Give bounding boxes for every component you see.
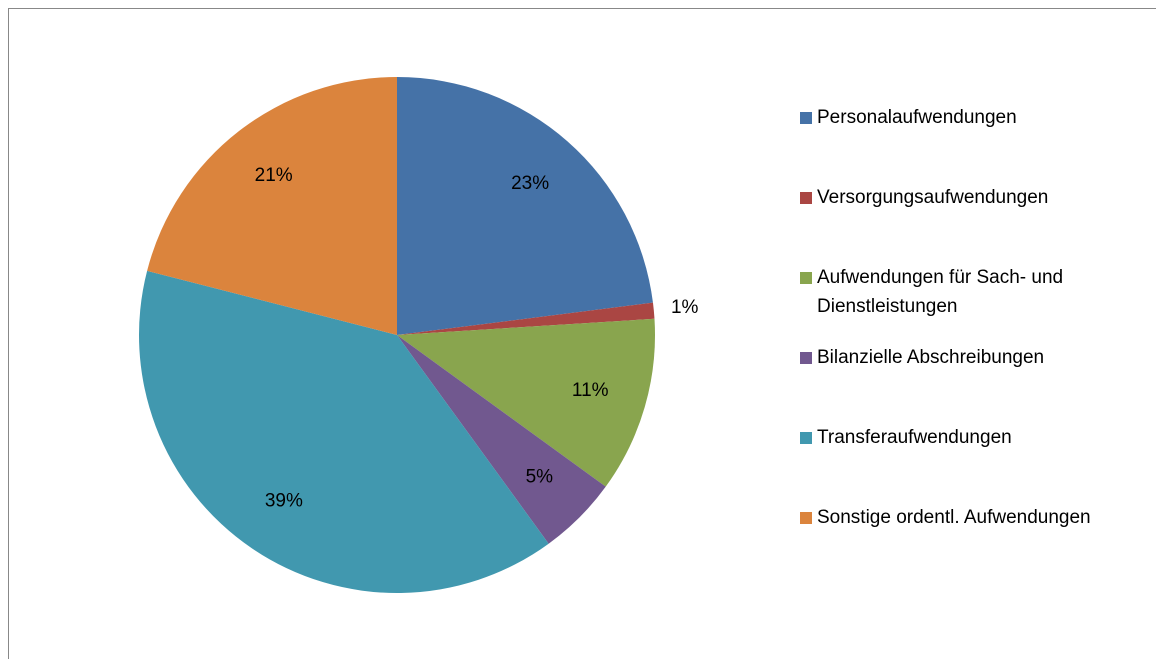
data-label: 5%: [526, 466, 554, 487]
legend-item: Aufwendungen für Sach- und Dienstleistun…: [800, 263, 1140, 321]
legend-label: Sonstige ordentl. Aufwendungen: [817, 507, 1091, 528]
legend-label: Versorgungsaufwendungen: [817, 187, 1049, 208]
data-label: 11%: [572, 380, 609, 401]
data-label: 1%: [671, 297, 699, 318]
legend-swatch: [800, 352, 812, 364]
legend-label: Personalaufwendungen: [817, 107, 1017, 128]
legend-swatch: [800, 432, 812, 444]
legend-swatch: [800, 192, 812, 204]
legend-label: Transferaufwendungen: [817, 427, 1012, 448]
legend-label: Aufwendungen für Sach- und Dienstleistun…: [817, 267, 1064, 317]
legend-item: Versorgungsaufwendungen: [800, 183, 1140, 212]
data-label: 39%: [265, 490, 303, 511]
legend-label: Bilanzielle Abschreibungen: [817, 347, 1045, 368]
legend-item: Personalaufwendungen: [800, 103, 1140, 132]
pie-slice: [147, 77, 397, 335]
legend-item: Bilanzielle Abschreibungen: [800, 343, 1140, 372]
pie-slice: [397, 302, 655, 335]
legend-swatch: [800, 272, 812, 284]
pie-slice: [397, 77, 653, 335]
pie-slice: [397, 335, 606, 544]
legend-swatch: [800, 512, 812, 524]
chart-frame: [8, 8, 1156, 659]
data-label: 21%: [255, 165, 293, 186]
legend-swatch: [800, 112, 812, 124]
pie-slice: [397, 318, 655, 487]
pie-slice: [138, 270, 549, 594]
legend-item: Transferaufwendungen: [800, 423, 1140, 452]
legend-item: Sonstige ordentl. Aufwendungen: [800, 503, 1140, 532]
data-label: 23%: [511, 173, 549, 194]
